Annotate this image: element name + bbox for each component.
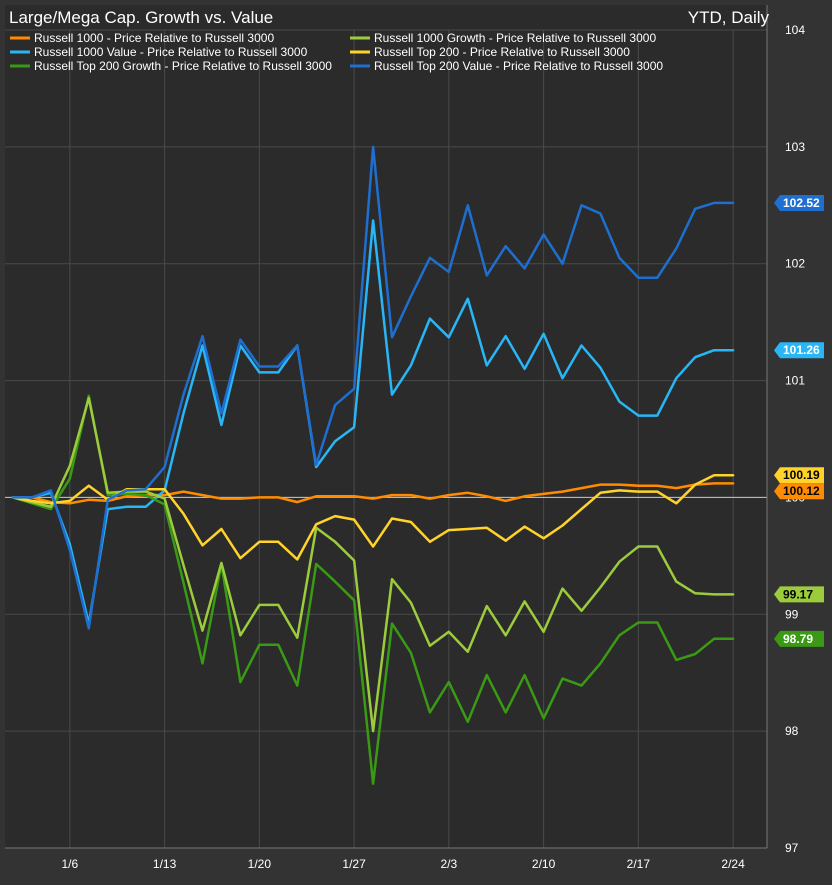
x-tick-label: 2/24 — [721, 857, 745, 871]
last-value-flag — [774, 342, 824, 359]
y-tick-label: 101 — [785, 374, 805, 388]
series-line — [11, 145, 735, 630]
legend-label: Russell 1000 Value - Price Relative to R… — [34, 45, 308, 59]
x-tick-label: 1/13 — [153, 857, 177, 871]
last-value-label: 99.17 — [783, 587, 813, 601]
y-tick-label: 98 — [785, 724, 799, 738]
series-line — [11, 482, 735, 505]
grid-lines — [5, 29, 767, 848]
y-tick-label: 97 — [785, 841, 799, 855]
last-value-flag — [774, 586, 824, 603]
y-tick-label: 104 — [785, 23, 805, 37]
x-tick-label: 1/27 — [342, 857, 366, 871]
legend: Russell 1000 - Price Relative to Russell… — [10, 31, 663, 73]
x-tick-label: 2/10 — [532, 857, 556, 871]
series-line — [11, 396, 735, 733]
x-tick-label: 1/20 — [248, 857, 272, 871]
last-value-flag — [774, 630, 824, 647]
x-tick-label: 2/3 — [441, 857, 458, 871]
legend-label: Russell Top 200 Value - Price Relative t… — [374, 59, 663, 73]
last-value-label: 100.12 — [783, 484, 820, 498]
plot-background — [5, 5, 767, 848]
legend-label: Russell 1000 Growth - Price Relative to … — [374, 31, 656, 45]
y-tick-label: 103 — [785, 140, 805, 154]
legend-label: Russell 1000 - Price Relative to Russell… — [34, 31, 274, 45]
legend-label: Russell Top 200 - Price Relative to Russ… — [374, 45, 630, 59]
series-line — [11, 394, 735, 785]
last-value-label: 98.79 — [783, 632, 813, 646]
legend-label: Russell Top 200 Growth - Price Relative … — [34, 59, 332, 73]
y-axis-ticks: 979899100101102103104 — [785, 23, 805, 855]
last-value-flags: 102.52 101.26 100.19 100.12 99.17 98.79 — [774, 194, 824, 647]
chart-title: Large/Mega Cap. Growth vs. Value — [9, 8, 273, 27]
y-tick-label: 102 — [785, 257, 805, 271]
last-value-flag — [774, 483, 824, 500]
period-label: YTD, Daily — [688, 8, 770, 27]
last-value-label: 100.19 — [783, 468, 820, 482]
y-tick-label: 99 — [785, 607, 799, 621]
series-lines — [11, 145, 735, 785]
last-value-flag — [774, 194, 824, 211]
x-tick-label: 1/6 — [62, 857, 79, 871]
last-value-flag — [774, 467, 824, 484]
x-tick-label: 2/17 — [627, 857, 651, 871]
x-axis-ticks: 1/6 1/13 1/20 1/27 2/3 2/10 2/17 2/24 — [62, 857, 746, 871]
series-line — [11, 219, 735, 625]
last-value-label: 101.26 — [783, 343, 820, 357]
last-value-label: 102.52 — [783, 196, 820, 210]
